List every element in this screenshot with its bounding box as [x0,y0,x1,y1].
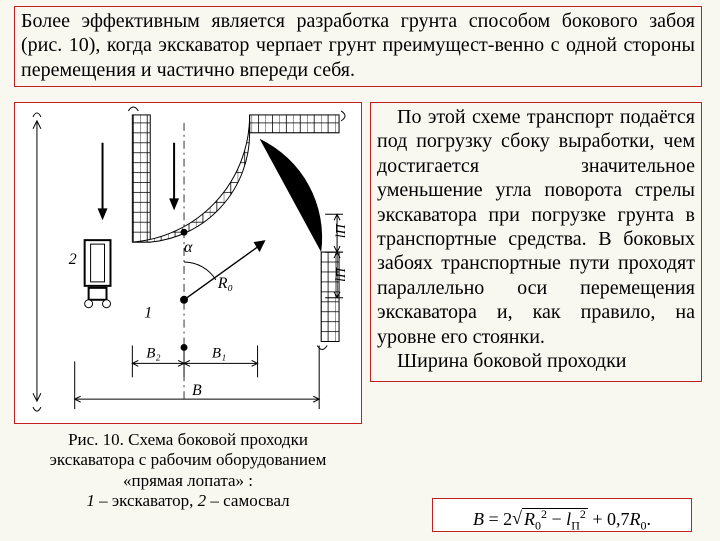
f-rb-sub: П [571,519,580,533]
caption-line2: экскаватора с рабочим оборудованием [50,450,327,469]
intro-paragraph: Более эффективным является разработка гр… [14,6,702,87]
intro-text: Более эффективным является разработка гр… [21,10,695,81]
caption-1t: – экскаватор, [95,491,198,510]
figure-block: 2 1 α R₀ B₂ B₁ B lП lП Рис. 10. Схема бо… [14,102,362,512]
f-minus: − [547,509,566,529]
f-tail: + 0,7 [588,509,630,529]
figure-caption: Рис. 10. Схема боковой проходки экскават… [14,430,362,512]
right-p1: По этой схеме транспорт подаётся под пог… [377,105,695,349]
page: Более эффективным является разработка гр… [0,0,720,540]
caption-line3: «прямая лопата» : [123,471,253,490]
right-column: По этой схеме транспорт подаётся под пог… [370,102,702,382]
label-b2: B₂ [146,345,160,361]
caption-line1: Рис. 10. Схема боковой проходки [68,430,308,449]
f-ra: R [524,509,535,529]
label-lp2: lП [334,267,349,282]
figure-diagram: 2 1 α R₀ B₂ B₁ B lП lП [14,102,362,424]
label-two: 2 [69,251,77,268]
f-rb-sup: 2 [580,507,586,521]
f-lhs: B [473,509,484,529]
caption-2t: – самосвал [206,491,290,510]
diagram-svg: 2 1 α R₀ B₂ B₁ B lП lП [15,103,361,423]
formula: B = 2√R02 − lП2 + 0,7R0. [432,498,692,532]
label-alpha: α [184,239,193,256]
caption-2: 2 [198,491,207,510]
label-b: B [192,382,202,399]
f-dot: . [647,509,652,529]
label-r0: R₀ [217,275,233,292]
right-p2: Ширина боковой проходки [377,349,695,373]
label-b1: B₁ [212,345,226,361]
label-one: 1 [144,305,152,322]
label-lp1: lП [334,223,349,238]
f-R: R [630,509,641,529]
f-eq: = 2 [484,509,512,529]
caption-1: 1 [86,491,95,510]
